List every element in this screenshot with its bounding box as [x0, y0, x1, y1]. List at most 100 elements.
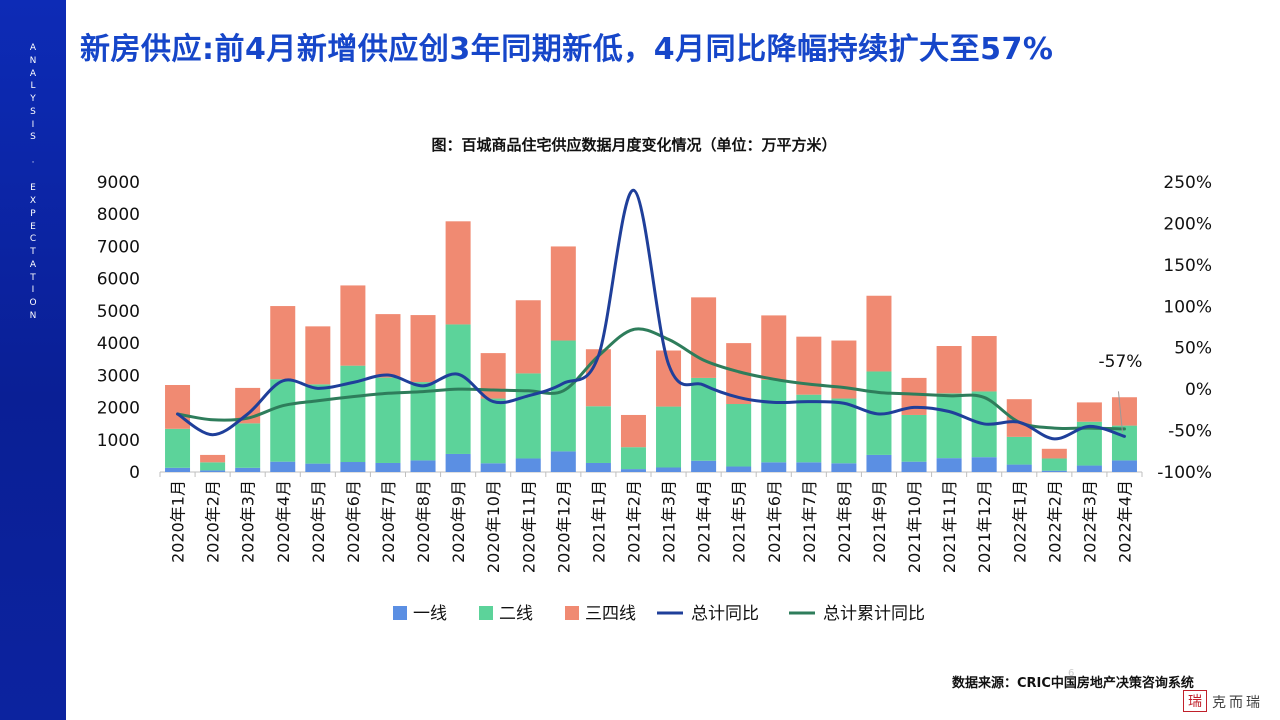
bar-一线 — [585, 462, 611, 472]
x-tick-label: 2022年4月 — [1115, 480, 1134, 563]
x-tick-label: 2021年3月 — [660, 480, 679, 563]
bar-三四线 — [480, 353, 506, 399]
x-tick-label: 2021年6月 — [765, 480, 784, 563]
y-left-tick-label: 5000 — [97, 302, 140, 322]
bar-三四线 — [445, 221, 471, 325]
bar-三四线 — [971, 336, 997, 392]
sidebar-letter: S — [30, 106, 36, 117]
annotation-leader — [1117, 391, 1123, 433]
bar-三四线 — [936, 346, 962, 394]
sidebar-letter: O — [29, 298, 37, 308]
sidebar-letter: Y — [30, 94, 36, 104]
bar-三四线 — [305, 326, 331, 385]
bar-二线 — [1111, 425, 1137, 461]
y-right-tick-label: 250% — [1163, 173, 1212, 193]
sidebar-letter: E — [30, 183, 36, 194]
sidebar-letter: E — [30, 221, 36, 232]
bar-一线 — [691, 460, 717, 472]
legend-swatch-一线 — [393, 606, 407, 620]
bar-二线 — [200, 462, 226, 471]
y-right-tick-label: 150% — [1163, 256, 1212, 276]
y-left-tick-label: 6000 — [97, 270, 140, 290]
bar-一线 — [445, 453, 471, 472]
x-tick-label: 2020年3月 — [239, 480, 258, 563]
bar-二线 — [515, 373, 541, 459]
chart-title: 图：百城商品住宅供应数据月度变化情况（单位：万平方米） — [431, 136, 836, 154]
x-tick-label: 2020年12月 — [554, 480, 573, 573]
x-tick-label: 2021年1月 — [589, 480, 608, 563]
bar-二线 — [726, 404, 752, 467]
legend-swatch-三四线 — [565, 606, 579, 620]
y-left-tick-label: 3000 — [97, 366, 140, 386]
bar-一线 — [831, 463, 857, 472]
x-tick-label: 2021年8月 — [835, 480, 854, 563]
bar-一线 — [1041, 470, 1067, 472]
legend-label-一线: 一线 — [413, 604, 447, 624]
bar-一线 — [200, 470, 226, 472]
bar-一线 — [235, 467, 261, 472]
seal-icon: 瑞 — [1183, 690, 1207, 712]
sidebar-letter: A — [29, 43, 37, 53]
x-tick-label: 2020年7月 — [379, 480, 398, 563]
bar-一线 — [305, 463, 331, 472]
x-tick-label: 2020年2月 — [204, 480, 223, 563]
sidebar-letter: N — [29, 55, 37, 66]
bar-一线 — [936, 458, 962, 472]
source-note: 数据来源：CRIC中国房地产决策咨询系统 — [952, 676, 1194, 691]
y-left-tick-label: 7000 — [97, 237, 140, 257]
bar-二线 — [1006, 436, 1032, 465]
sidebar-letter: · — [31, 157, 35, 168]
page-title: 新房供应:前4月新增供应创3年同期新低，4月同比降幅持续扩大至57% — [80, 32, 1054, 67]
legend-label-二线: 二线 — [499, 604, 533, 624]
sidebar-letter: S — [30, 132, 36, 143]
x-tick-label: 2020年9月 — [449, 480, 468, 563]
x-tick-label: 2022年3月 — [1080, 480, 1099, 563]
x-tick-label: 2022年1月 — [1010, 480, 1029, 563]
x-tick-label: 2020年10月 — [484, 480, 503, 573]
bar-一线 — [1006, 464, 1032, 472]
line-总计累计同比 — [176, 327, 1126, 431]
y-right-tick-label: -50% — [1168, 422, 1212, 442]
bar-二线 — [1041, 458, 1067, 471]
bar-一线 — [866, 454, 892, 472]
bar-一线 — [656, 467, 682, 472]
sidebar-letter: L — [30, 81, 36, 92]
bar-一线 — [410, 460, 436, 472]
bar-二线 — [761, 379, 787, 463]
y-right-tick-label: 100% — [1163, 297, 1212, 317]
legend-label-总计同比: 总计同比 — [691, 604, 759, 624]
bar-一线 — [270, 461, 296, 472]
legend-swatch-二线 — [479, 606, 493, 620]
bar-一线 — [1076, 465, 1102, 472]
bar-二线 — [410, 382, 436, 461]
bar-一线 — [340, 462, 366, 472]
bar-一线 — [165, 467, 191, 472]
sidebar-letter: I — [31, 119, 35, 130]
bar-一线 — [375, 462, 401, 472]
bar-一线 — [971, 457, 997, 472]
bar-三四线 — [200, 454, 226, 463]
bar-三四线 — [866, 295, 892, 372]
bar-一线 — [550, 451, 576, 472]
y-right-tick-label: 200% — [1163, 214, 1212, 234]
bar-三四线 — [1076, 402, 1102, 422]
bar-二线 — [831, 398, 857, 464]
bar-二线 — [235, 423, 261, 468]
bar-三四线 — [515, 300, 541, 374]
x-tick-label: 2021年5月 — [730, 480, 749, 563]
bar-三四线 — [761, 315, 787, 380]
x-tick-label: 2021年7月 — [800, 480, 819, 563]
line-总计同比 — [176, 188, 1126, 441]
x-tick-label: 2021年4月 — [695, 480, 714, 563]
page-number: 6 — [1068, 668, 1075, 679]
sidebar-letter: P — [30, 208, 36, 219]
x-tick-label: 2021年10月 — [905, 480, 924, 573]
sidebar-letter: A — [29, 259, 37, 270]
bar-一线 — [515, 458, 541, 472]
x-tick-label: 2020年4月 — [274, 480, 293, 563]
bar-二线 — [936, 393, 962, 459]
bar-三四线 — [340, 285, 366, 366]
y-right-tick-label: 0% — [1185, 380, 1212, 400]
